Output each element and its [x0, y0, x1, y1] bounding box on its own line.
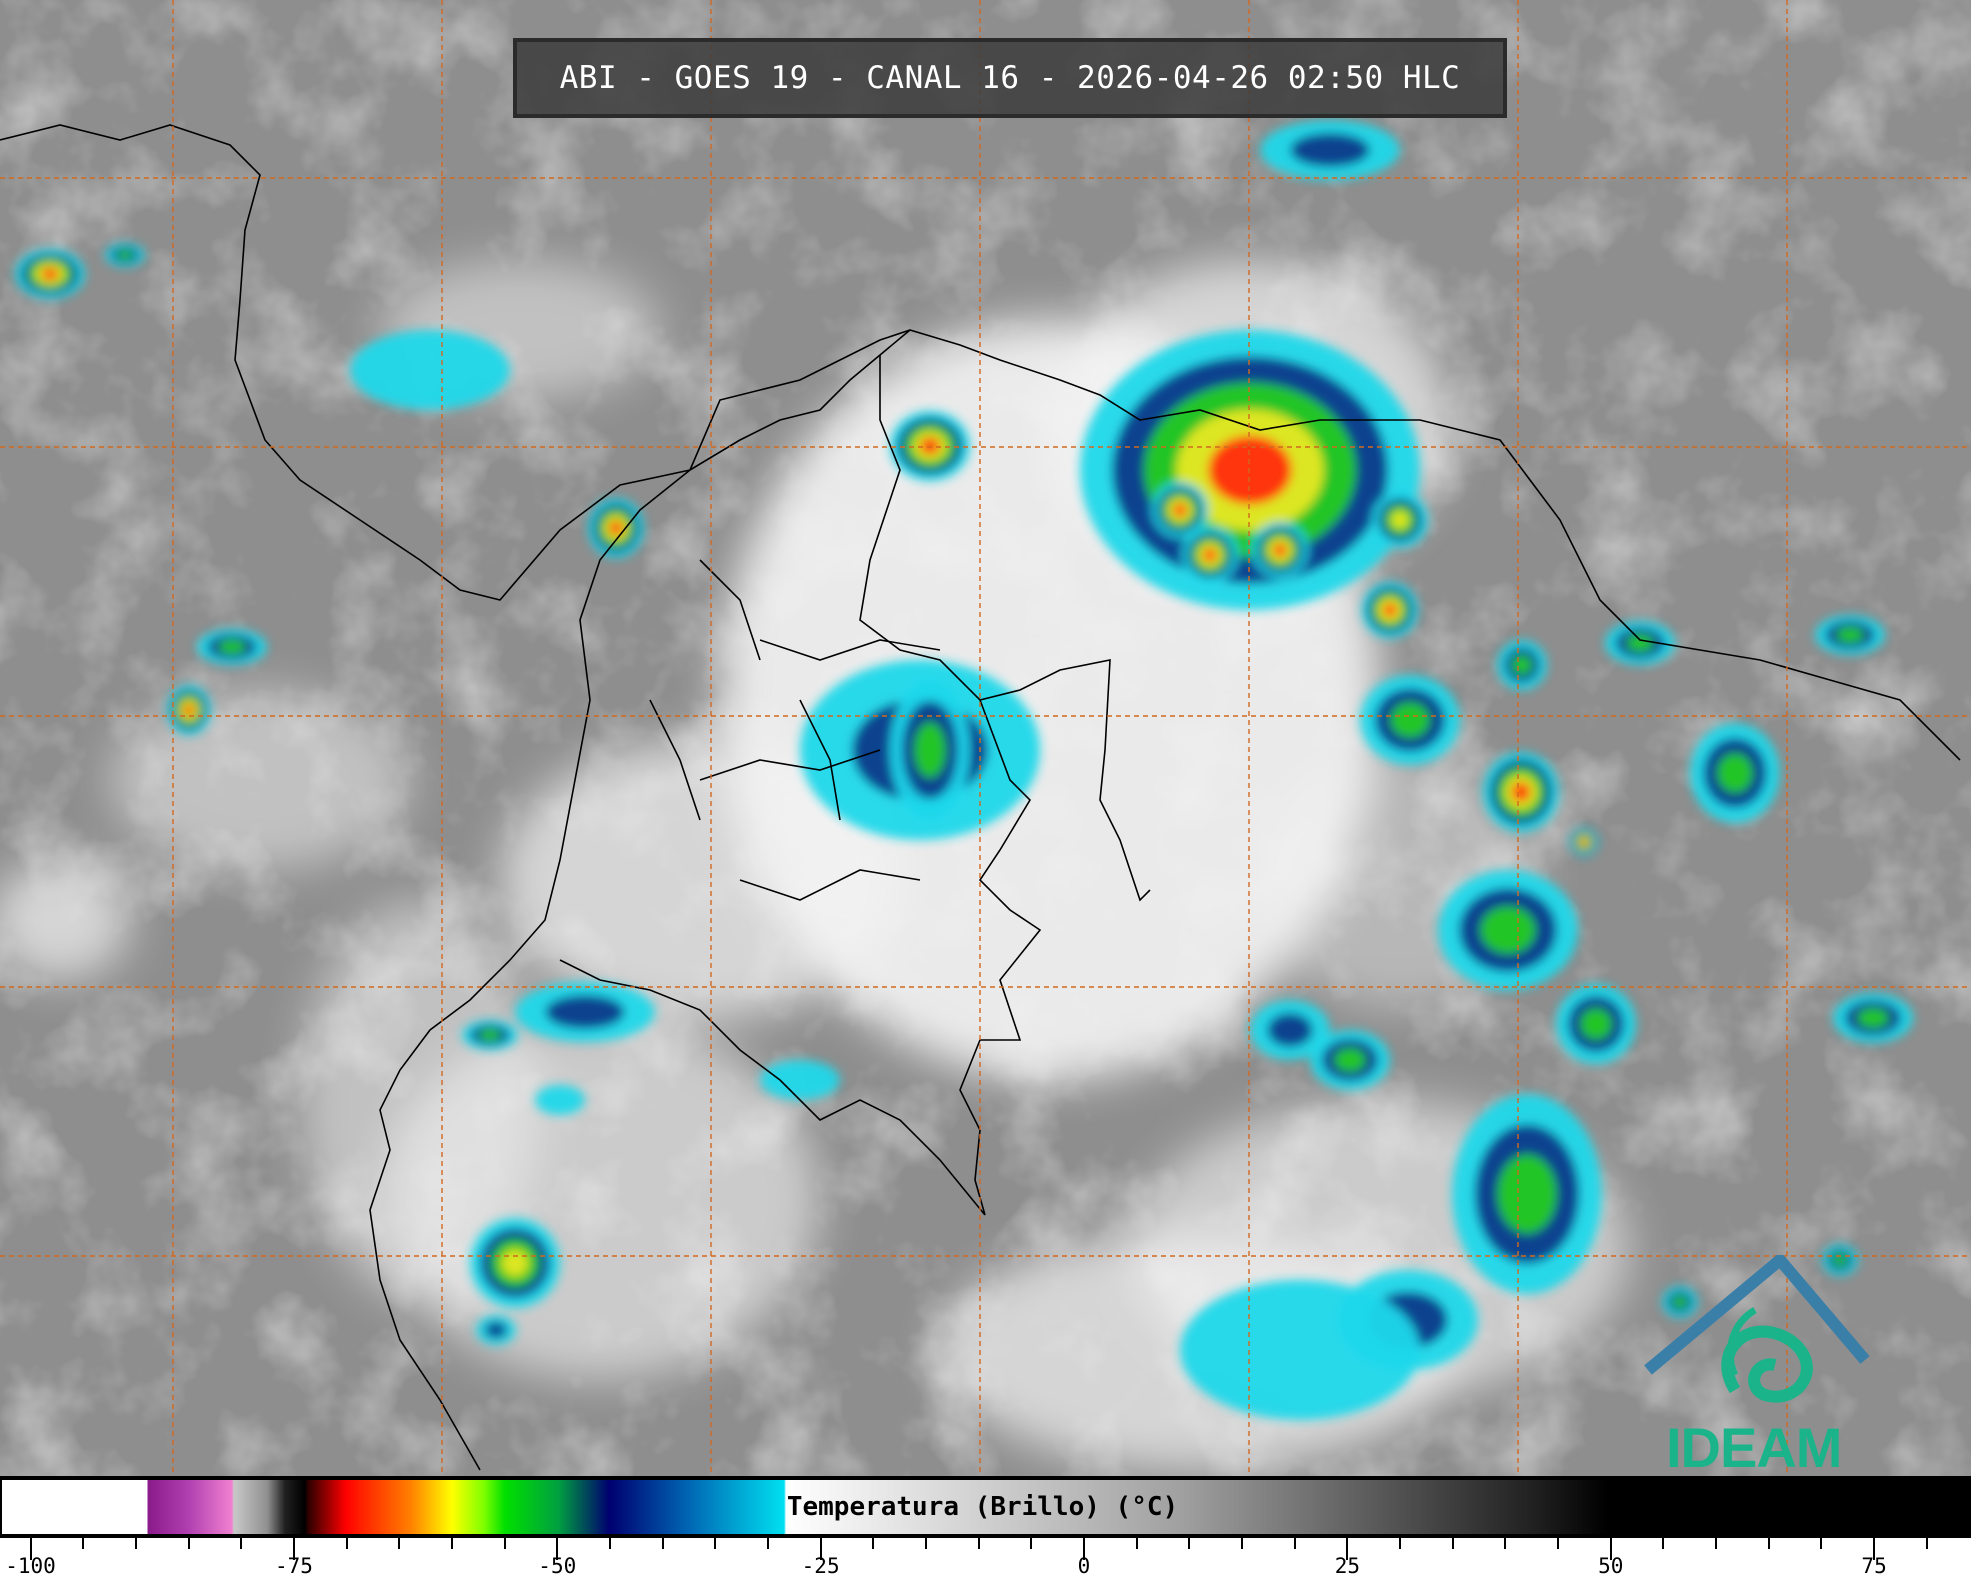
- colorbar-label: Temperatura (Brillo) (°C): [786, 1492, 1179, 1522]
- minor-tick: [608, 1538, 611, 1549]
- colorbar-ticks: -100 -75 -50 -25 0 25 50 75: [0, 1538, 1971, 1577]
- storm-cell: [1511, 782, 1531, 802]
- satellite-map: [0, 0, 1971, 1476]
- storm-cell: [1857, 1008, 1889, 1028]
- major-tick: [819, 1538, 822, 1560]
- storm-cell: [920, 437, 940, 455]
- major-tick: [29, 1538, 32, 1560]
- minor-tick: [1925, 1538, 1928, 1549]
- tick-label: -100: [5, 1554, 56, 1577]
- ideam-logo-text: IDEAM: [1666, 1416, 1842, 1479]
- storm-cell: [1180, 1280, 1420, 1420]
- minor-tick: [187, 1538, 190, 1549]
- tick-label: -75: [274, 1554, 313, 1577]
- minor-tick: [1030, 1538, 1033, 1549]
- storm-cell: [535, 1085, 585, 1115]
- storm-cell: [350, 330, 510, 410]
- storm-cell: [117, 250, 133, 260]
- minor-tick: [1188, 1538, 1191, 1549]
- minor-tick: [1767, 1538, 1770, 1549]
- major-tick: [1346, 1538, 1349, 1560]
- storm-cell-core: [1203, 548, 1217, 562]
- ideam-logo: IDEAM: [1640, 1254, 1875, 1479]
- cloud-region: [0, 860, 130, 980]
- storm-cell: [1267, 1013, 1313, 1047]
- storm-cell: [914, 722, 946, 778]
- storm-cell: [1580, 838, 1588, 846]
- cloud-region: [500, 740, 900, 1020]
- colorbar-legend: Temperatura (Brillo) (°C) -100 -75 -50 -25 0…: [0, 1476, 1971, 1577]
- storm-cell: [1334, 1048, 1366, 1072]
- major-tick: [1873, 1538, 1876, 1560]
- major-tick: [292, 1538, 295, 1560]
- minor-tick: [450, 1538, 453, 1549]
- storm-cell: [1290, 133, 1370, 167]
- storm-cell: [760, 1060, 840, 1100]
- storm-cell: [1480, 906, 1536, 954]
- storm-cell: [1672, 1295, 1688, 1309]
- major-tick: [556, 1538, 559, 1560]
- image-title: ABI - GOES 19 - CANAL 16 - 2026-04-26 02…: [513, 38, 1507, 118]
- storm-cell: [545, 995, 625, 1029]
- storm-cell: [501, 1249, 529, 1277]
- storm-cell-core: [1391, 511, 1409, 529]
- storm-cell: [1208, 435, 1292, 505]
- storm-cell: [1832, 1253, 1848, 1267]
- minor-tick: [1662, 1538, 1665, 1549]
- minor-tick: [1504, 1538, 1507, 1549]
- tick-label: 50: [1598, 1554, 1624, 1577]
- storm-cell: [1717, 753, 1753, 793]
- tick-label: 0: [1077, 1554, 1091, 1577]
- storm-cell: [183, 703, 195, 717]
- storm-cell: [609, 520, 623, 536]
- storm-cell: [1512, 655, 1532, 675]
- storm-cell: [478, 1029, 502, 1041]
- cloud-region: [300, 900, 540, 1300]
- storm-cell: [41, 267, 59, 281]
- minor-tick: [977, 1538, 980, 1549]
- minor-tick: [1557, 1538, 1560, 1549]
- tick-label: 75: [1861, 1554, 1887, 1577]
- tick-label: -25: [801, 1554, 840, 1577]
- minor-tick: [240, 1538, 243, 1549]
- cloud-region: [110, 690, 410, 870]
- storm-cell: [484, 1321, 508, 1339]
- storm-cell-core: [1273, 543, 1287, 557]
- minor-tick: [345, 1538, 348, 1549]
- storm-cell-core: [1383, 603, 1397, 617]
- ideam-logo-icon: [1644, 1254, 1870, 1403]
- storm-cell: [1497, 1154, 1557, 1234]
- minor-tick: [398, 1538, 401, 1549]
- minor-tick: [82, 1538, 85, 1549]
- storm-cell: [1626, 634, 1654, 652]
- storm-cell: [1580, 1008, 1612, 1040]
- major-tick: [1082, 1538, 1085, 1560]
- coastlines-borders: [0, 124, 1961, 1471]
- tick-label: 25: [1334, 1554, 1360, 1577]
- tick-label: -50: [538, 1554, 577, 1577]
- lat-lon-grid: [0, 0, 1971, 1476]
- storm-cell: [1390, 702, 1430, 738]
- minor-tick: [661, 1538, 664, 1549]
- minor-tick: [134, 1538, 137, 1549]
- minor-tick: [1399, 1538, 1402, 1549]
- colorbar: Temperatura (Brillo) (°C): [0, 1476, 1971, 1538]
- minor-tick: [766, 1538, 769, 1549]
- minor-tick: [714, 1538, 717, 1549]
- major-tick: [1609, 1538, 1612, 1560]
- minor-tick: [1715, 1538, 1718, 1549]
- convective-cells: [15, 120, 1913, 1420]
- minor-tick: [1820, 1538, 1823, 1549]
- storm-cell: [218, 639, 246, 655]
- minor-tick: [872, 1538, 875, 1549]
- minor-tick: [1241, 1538, 1243, 1549]
- storm-cell-core: [1173, 503, 1187, 517]
- minor-tick: [1293, 1538, 1296, 1549]
- minor-tick: [924, 1538, 927, 1549]
- storm-cell: [1836, 627, 1864, 643]
- minor-tick: [1451, 1538, 1454, 1549]
- minor-tick: [1135, 1538, 1138, 1549]
- minor-tick: [503, 1538, 506, 1549]
